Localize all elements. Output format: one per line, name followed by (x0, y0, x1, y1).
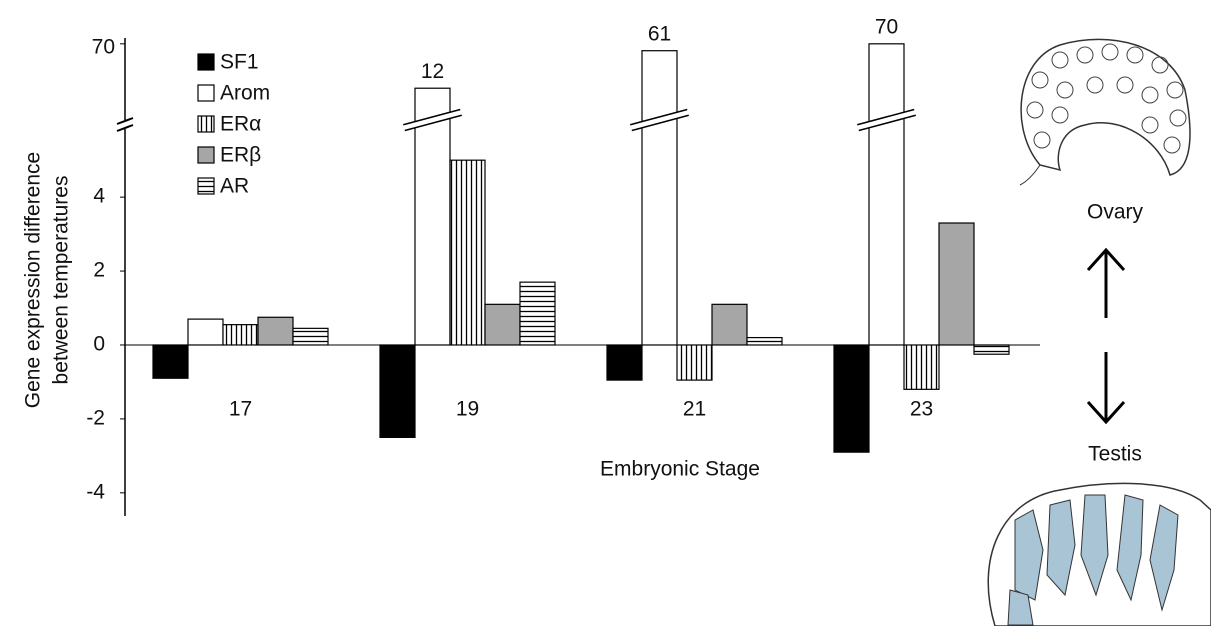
y-label: Gene expression difference between tempe… (22, 152, 73, 408)
bar-break (404, 114, 462, 132)
legend-swatch (197, 115, 215, 133)
legend-label: Arom (220, 82, 270, 105)
bar (519, 281, 556, 346)
bar (676, 344, 713, 381)
y-tick-label: 0 (93, 333, 105, 356)
bar (187, 318, 224, 346)
bar (379, 344, 416, 438)
annotation-ovary: Ovary (1087, 201, 1144, 224)
axis-break-gap (117, 120, 133, 129)
x-tick-label: 21 (683, 398, 706, 421)
x-tick-label: 23 (910, 398, 933, 421)
bar (973, 344, 1010, 355)
y-tick-label: 70 (92, 35, 115, 58)
bar (449, 159, 486, 346)
bar (641, 50, 678, 346)
annotation-testis: Testis (1088, 443, 1142, 466)
bar (292, 327, 329, 346)
legend-label: AR (220, 175, 249, 198)
bar-break-gap (857, 109, 916, 131)
bar (257, 316, 294, 346)
x-tick-label: 19 (456, 398, 479, 421)
bar-break (403, 108, 461, 126)
y-label-line: Gene expression difference (22, 152, 45, 408)
bar (606, 344, 643, 381)
bar (711, 303, 748, 346)
x-label: Embryonic Stage (600, 458, 760, 481)
bar (414, 87, 451, 346)
bar-break-gap (630, 109, 689, 131)
bar (746, 336, 783, 346)
legend-label: ERα (220, 113, 261, 136)
testis-illustration (987, 482, 1211, 626)
bar (222, 324, 259, 346)
bar (484, 303, 521, 346)
legend-swatch (197, 146, 215, 164)
y-tick-label: -4 (86, 480, 105, 503)
legend-swatch (197, 177, 215, 195)
legend-label: SF1 (220, 51, 259, 74)
y-label-line: between temperatures (50, 176, 73, 385)
arrows (1086, 247, 1126, 425)
bar-break (631, 114, 689, 132)
bar (152, 344, 189, 379)
bar-break (858, 114, 916, 132)
ovary-illustration (1019, 38, 1191, 186)
bar-break-gap (403, 109, 462, 131)
legend-swatch (197, 53, 215, 71)
value-label: 70 (875, 15, 898, 38)
value-label: 61 (648, 22, 671, 45)
bar (938, 222, 975, 346)
bar (833, 344, 870, 453)
value-label: 12 (421, 60, 444, 83)
legend-swatch (197, 84, 215, 102)
bar-break (857, 108, 915, 126)
x-tick-label: 17 (229, 398, 252, 421)
y-tick-label: -2 (86, 406, 105, 429)
legend-label: ERβ (220, 144, 261, 167)
y-tick-label: 2 (93, 259, 105, 282)
y-tick-label: 4 (93, 185, 105, 208)
bar-break (630, 108, 688, 126)
bar (903, 344, 940, 390)
axis-break (116, 124, 134, 132)
axis-break (116, 117, 134, 125)
bar (868, 43, 905, 346)
